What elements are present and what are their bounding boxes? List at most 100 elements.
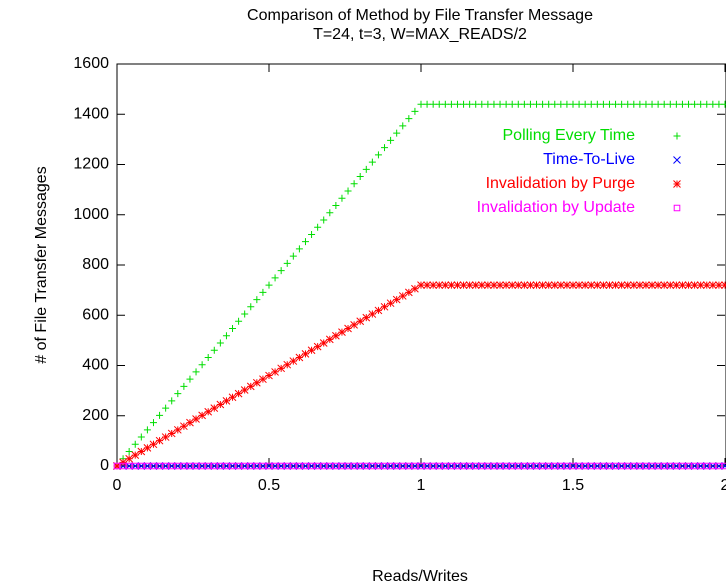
data-point	[708, 281, 717, 289]
data-point	[477, 281, 486, 289]
data-point	[368, 310, 377, 318]
data-point	[229, 325, 237, 333]
data-point	[186, 418, 194, 427]
data-point	[514, 100, 522, 108]
data-point	[173, 425, 182, 434]
x-tick-label: 1.5	[562, 477, 584, 494]
data-point	[672, 100, 680, 108]
data-point	[149, 440, 158, 449]
data-point	[216, 339, 224, 347]
data-point	[703, 100, 711, 108]
data-point	[636, 100, 644, 108]
data-point	[563, 100, 571, 108]
y-tick-label: 200	[82, 407, 109, 424]
data-point	[143, 426, 151, 434]
data-point	[301, 349, 310, 358]
legend-label: Time-To-Live	[543, 151, 635, 168]
data-point	[629, 281, 638, 289]
x-tick-label: 2	[721, 477, 726, 494]
y-tick-label: 1400	[73, 105, 109, 122]
data-point	[252, 378, 261, 387]
data-point	[721, 100, 726, 108]
data-point	[550, 281, 559, 289]
data-point	[472, 100, 480, 108]
x-axis-label: Reads/Writes	[372, 568, 468, 585]
data-point	[636, 281, 644, 289]
data-point	[715, 100, 723, 108]
data-point	[192, 415, 200, 423]
data-point	[490, 281, 498, 289]
data-point	[697, 100, 705, 108]
data-point	[381, 144, 389, 152]
data-point	[715, 281, 723, 289]
data-point	[350, 180, 358, 188]
data-point	[393, 129, 401, 137]
data-point	[155, 436, 164, 445]
data-point	[545, 100, 553, 108]
data-point	[131, 451, 140, 459]
data-point	[471, 281, 480, 289]
data-point	[654, 100, 662, 108]
data-point	[168, 397, 176, 405]
data-point	[533, 100, 541, 108]
data-point	[167, 429, 176, 438]
data-point	[161, 433, 170, 441]
data-point	[222, 332, 230, 340]
data-point	[623, 281, 632, 289]
data-point	[429, 281, 438, 289]
data-point	[234, 389, 243, 398]
legend-marker	[673, 204, 681, 212]
data-point	[137, 447, 146, 456]
data-point	[398, 292, 407, 300]
data-point	[380, 302, 389, 311]
data-point	[648, 281, 656, 289]
data-point	[125, 448, 133, 456]
legend-label: Invalidation by Update	[477, 199, 635, 216]
data-point	[125, 454, 134, 463]
data-point	[222, 397, 231, 405]
data-point	[490, 100, 498, 108]
y-axis-label: # of File Transfer Messages	[33, 166, 50, 363]
data-point	[247, 303, 255, 311]
data-point	[605, 100, 613, 108]
data-point	[143, 444, 152, 452]
data-point	[435, 281, 444, 289]
data-point	[301, 238, 309, 246]
data-point	[277, 267, 285, 275]
data-point	[277, 364, 286, 373]
data-point	[417, 281, 425, 289]
data-point	[575, 281, 583, 289]
data-point	[344, 187, 352, 195]
plot-frame	[116, 63, 726, 467]
data-point	[502, 100, 510, 108]
data-point	[241, 310, 249, 318]
data-point	[374, 151, 382, 159]
data-point	[137, 433, 145, 441]
data-point	[581, 281, 590, 289]
data-point	[666, 100, 674, 108]
data-point	[307, 346, 316, 355]
data-point	[502, 281, 510, 289]
data-point	[253, 296, 261, 304]
data-point	[453, 100, 461, 108]
data-point	[672, 281, 681, 289]
data-point	[417, 100, 425, 108]
data-point	[204, 353, 212, 361]
data-point	[538, 281, 547, 289]
data-point	[326, 209, 334, 217]
data-point	[581, 100, 589, 108]
y-tick-label: 1000	[73, 206, 109, 223]
legend-label: Polling Every Time	[503, 127, 636, 144]
data-point	[642, 100, 650, 108]
data-point	[271, 368, 279, 376]
data-point	[599, 281, 608, 289]
data-point	[557, 100, 565, 108]
data-point	[325, 335, 334, 344]
y-tick-label: 0	[100, 457, 109, 474]
data-point	[551, 100, 559, 108]
data-point	[563, 281, 571, 289]
data-point	[465, 281, 474, 289]
data-point	[411, 107, 419, 115]
